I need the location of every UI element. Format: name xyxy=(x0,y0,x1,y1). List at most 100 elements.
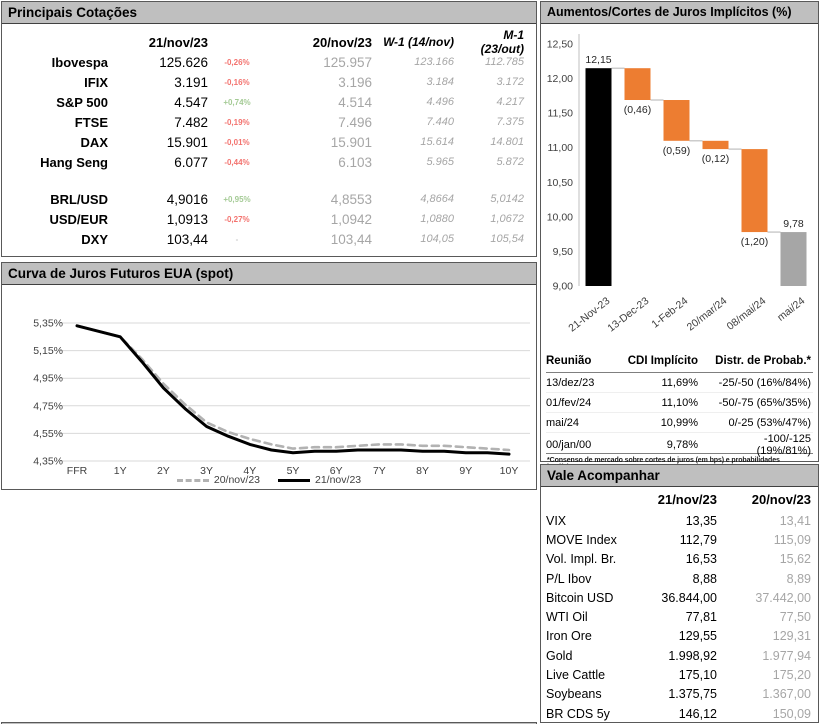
change-badge: - xyxy=(235,234,239,244)
watch-header-row: 21/nov/23 20/nov/23 xyxy=(546,487,813,511)
table-row: Hang Seng 6.077 -0,44% 6.103 5.965 5.872 xyxy=(2,152,536,172)
prev-value: 4.514 xyxy=(338,94,372,110)
us-curve-panel: Curva de Juros Futuros EUA (spot) 5,35% 5… xyxy=(1,262,537,490)
cdi-value: 10,99% xyxy=(660,416,698,429)
svg-text:21-Nov-23: 21-Nov-23 xyxy=(566,295,612,335)
quote-value: 125.626 xyxy=(159,54,208,70)
quotes-header-row: 21/nov/23 20/nov/23 W-1 (14/nov) M-1 (23… xyxy=(2,28,536,56)
asset-label: Hang Seng xyxy=(40,154,108,170)
prev-value: 7.496 xyxy=(338,114,372,130)
prob-dist: -100/-125 (19%/81%) xyxy=(756,433,811,457)
quote-value: 1,0913 xyxy=(166,211,208,227)
watch-value: 146,12 xyxy=(678,706,717,721)
table-row: Soybeans 1.375,75 1.367,00 xyxy=(546,685,813,704)
table-row: Live Cattle 175,10 175,20 xyxy=(546,665,813,684)
watch-panel: Vale Acompanhar 21/nov/23 20/nov/23 VIX 1… xyxy=(540,464,819,723)
svg-text:FFR: FFR xyxy=(67,465,88,477)
watch-label: Vol. Impl. Br. xyxy=(546,552,617,567)
watch-col-20nov: 20/nov/23 xyxy=(751,491,811,507)
watch-value: 13,35 xyxy=(685,513,717,528)
prev-value: 103,44 xyxy=(330,231,372,247)
watch-label: BR CDS 5y xyxy=(546,706,610,721)
quotes-col-21nov: 21/nov/23 xyxy=(148,34,208,50)
table-row: Gold 1.998,92 1.977,94 xyxy=(546,646,813,665)
change-badge: -0,01% xyxy=(224,137,250,147)
table-row: BRL/USD 4,9016 +0,95% 4,8553 4,8664 5,01… xyxy=(2,189,536,209)
watch-label: Bitcoin USD xyxy=(546,590,614,605)
quote-value: 7.482 xyxy=(174,114,208,130)
watch-prev-value: 37.442,00 xyxy=(755,590,811,605)
row-spacer xyxy=(2,172,536,189)
waterfall-title: Aumentos/Cortes de Juros Implícitos (%) xyxy=(541,2,818,24)
asset-label: BRL/USD xyxy=(50,191,108,207)
watch-value: 129,55 xyxy=(678,629,717,644)
watch-prev-value: 1.367,00 xyxy=(762,687,811,702)
svg-text:4,75%: 4,75% xyxy=(33,400,63,412)
us-curve-chart: 5,35% 5,15% 4,95% 4,75% 4,55% 4,35% FFR 1Y 2Y 3Y 4… xyxy=(33,318,530,477)
week-ago-value: 4.496 xyxy=(426,96,454,108)
asset-label: DAX xyxy=(80,134,108,150)
svg-text:08/mai/24: 08/mai/24 xyxy=(725,295,769,333)
svg-text:6Y: 6Y xyxy=(330,465,343,477)
watch-title: Vale Acompanhar xyxy=(541,465,818,487)
svg-text:12,00: 12,00 xyxy=(547,73,573,85)
week-ago-value: 3.184 xyxy=(426,76,454,88)
svg-text:mai/24: mai/24 xyxy=(775,295,807,324)
watch-label: P/L Ibov xyxy=(546,571,592,586)
watch-value: 16,53 xyxy=(685,552,717,567)
svg-text:3Y: 3Y xyxy=(200,465,213,477)
quote-value: 4.547 xyxy=(174,94,208,110)
svg-text:12,15: 12,15 xyxy=(585,54,611,66)
prob-dist: -25/-50 (16%/84%) xyxy=(718,376,811,389)
svg-text:4,35%: 4,35% xyxy=(33,456,63,468)
prob-dist: 0/-25 (53%/47%) xyxy=(728,416,811,429)
svg-text:20/mar/24: 20/mar/24 xyxy=(685,295,730,334)
asset-label: FTSE xyxy=(74,114,108,130)
prev-value: 125.957 xyxy=(323,54,372,70)
change-badge: +0,95% xyxy=(223,194,251,204)
table-row: BR CDS 5y 146,12 150,09 xyxy=(546,704,813,723)
change-badge: -0,27% xyxy=(224,214,250,224)
legend-label: 20/nov/23 xyxy=(213,474,260,486)
meeting-date: 00/jan/00 xyxy=(546,439,592,451)
meeting-date: 13/dez/23 xyxy=(546,376,595,389)
svg-text:9,78: 9,78 xyxy=(783,218,804,230)
table-row: VIX 13,35 13,41 xyxy=(546,511,813,530)
change-badge: -0,19% xyxy=(224,117,250,127)
week-ago-value: 1,0880 xyxy=(420,213,454,225)
watch-label: WTI Oil xyxy=(546,610,588,625)
svg-text:12,50: 12,50 xyxy=(547,39,573,51)
watch-label: Iron Ore xyxy=(546,629,592,644)
month-ago-value: 112.785 xyxy=(485,56,524,68)
svg-text:(0,46): (0,46) xyxy=(624,104,651,116)
dashed-line-swatch xyxy=(176,478,209,482)
implied-rates-waterfall-chart: 12,50 12,00 11,50 11,00 10,50 10,00 9,50 9,00 12… xyxy=(547,34,807,335)
svg-text:4Y: 4Y xyxy=(243,465,256,477)
cdi-value: 11,10% xyxy=(661,396,699,409)
watch-label: Gold xyxy=(546,648,573,663)
watch-label: Live Cattle xyxy=(546,668,606,683)
watch-value: 175,10 xyxy=(678,668,717,683)
svg-text:10,00: 10,00 xyxy=(547,211,573,223)
month-ago-value: 14.801 xyxy=(490,136,524,148)
meetings-col-cdi: CDI Implícito xyxy=(627,354,698,367)
svg-text:10,50: 10,50 xyxy=(547,177,573,189)
svg-text:13-Dec-23: 13-Dec-23 xyxy=(605,295,651,335)
watch-value: 1.998,92 xyxy=(668,648,717,663)
month-ago-value: 3.172 xyxy=(496,76,524,88)
meetings-col-dist: Distr. de Probab.* xyxy=(715,354,811,367)
legend-label: 21/nov/23 xyxy=(315,474,362,486)
table-row: FTSE 7.482 -0,19% 7.496 7.440 7.375 xyxy=(2,112,536,132)
prev-value: 6.103 xyxy=(338,154,372,170)
asset-label: S&P 500 xyxy=(56,94,108,110)
quote-value: 4,9016 xyxy=(166,191,208,207)
table-row: USD/EUR 1,0913 -0,27% 1,0942 1,0880 1,06… xyxy=(2,209,536,229)
svg-text:(1,20): (1,20) xyxy=(741,236,768,248)
solid-line-swatch xyxy=(278,478,310,482)
week-ago-value: 123.166 xyxy=(414,56,454,68)
watch-prev-value: 175,20 xyxy=(772,668,811,683)
week-ago-value: 15.614 xyxy=(420,136,454,148)
quotes-panel: Principais Cotações 21/nov/23 20/nov/23 … xyxy=(1,1,537,257)
week-ago-value: 104,05 xyxy=(420,233,454,245)
us-curve-title: Curva de Juros Futuros EUA (spot) xyxy=(2,263,536,285)
